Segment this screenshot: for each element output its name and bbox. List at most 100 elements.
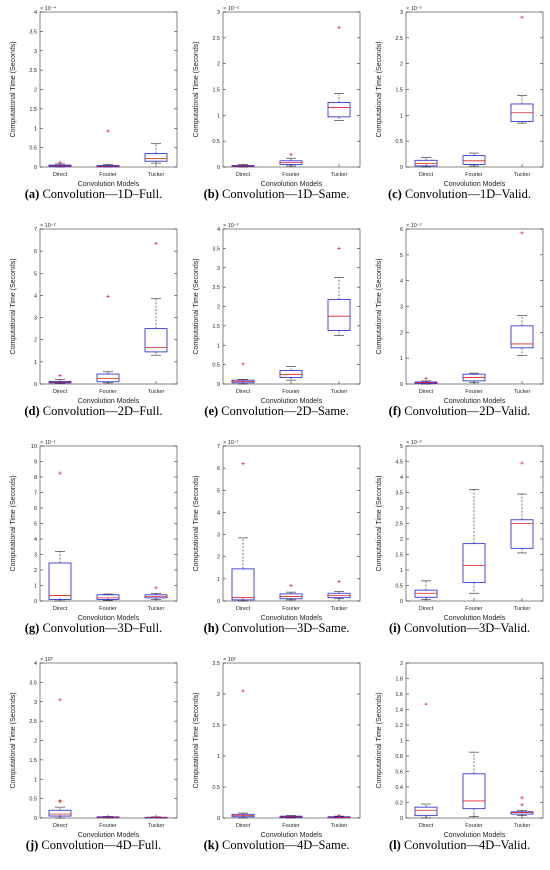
- x-axis-label: Convolution Models: [444, 832, 506, 838]
- caption-letter: (j): [25, 838, 39, 852]
- x-tick-label: Fourier: [282, 172, 300, 178]
- y-tick-label: 0.5: [212, 363, 220, 369]
- outlier-marker: [424, 702, 428, 706]
- boxplot-chart: 0 0.5 1 1.5 2 2.5 3 3.5 4× 10⁻² Computational Tim…: [193, 223, 361, 404]
- y-tick-label: 4: [34, 537, 37, 543]
- outlier-marker: [106, 294, 110, 299]
- y-tick-label: 1.8: [395, 677, 403, 683]
- y-tick-label: 2: [34, 338, 37, 344]
- y-tick-label: 3: [34, 700, 37, 706]
- box-iqr: [414, 806, 438, 817]
- subfigure-caption: (b) Convolution—1D–Same.: [185, 187, 368, 202]
- caption-text: Convolution—2D–Same.: [218, 404, 349, 418]
- plot-frame: [405, 228, 544, 385]
- boxplot-chart: 0 0.5 1 1.5 2 2.5 3 3.5 4 4.5 5× 10⁻² Computational…: [376, 440, 544, 621]
- subfigure-caption: (g) Convolution—3D–Full.: [2, 621, 185, 636]
- y-tick-label: 3: [34, 553, 37, 559]
- y-tick-label: 3: [34, 49, 37, 55]
- y-tick-label: 6: [217, 466, 220, 472]
- y-tick-label: 2: [217, 305, 220, 311]
- caption-text: Convolution—2D–Valid.: [401, 404, 531, 418]
- chart-panel: 0 1 2 3 4 5 6 7 8 9 10 × 10⁻¹ Computational Time (Se…: [2, 436, 185, 653]
- y-tick-label: 4: [34, 293, 37, 299]
- y-tick-label: 0: [217, 599, 220, 605]
- subfigure-caption: (h) Convolution—3D–Same.: [185, 621, 368, 636]
- x-tick-label: Fourier: [465, 389, 483, 395]
- caption-letter: (c): [387, 187, 402, 201]
- x-axis-label: Convolution Models: [261, 398, 323, 404]
- y-tick-label: 0.5: [395, 139, 403, 145]
- y-tick-label: 1: [400, 568, 403, 574]
- caption-text: Convolution—4D–Valid.: [400, 838, 530, 852]
- y-tick-label: 3: [400, 10, 403, 16]
- y-tick-label: 2: [400, 537, 403, 543]
- x-tick-label: Fourier: [99, 823, 117, 829]
- chart-panel: 0 1 2 3 4 5 6 7 × 10⁻² Computational Time (Second…: [2, 219, 185, 436]
- x-tick-label: Fourier: [99, 389, 117, 395]
- x-tick-label: Direct: [419, 606, 434, 612]
- outlier-marker: [241, 362, 245, 366]
- x-tick-label: Fourier: [465, 172, 483, 178]
- box-iqr: [414, 589, 438, 598]
- chart-panel: 0 0.5 1 1.5 2 2.5 × 10² Computational Time (Sec…: [185, 653, 368, 870]
- box-iqr: [462, 543, 486, 583]
- subfigure-caption: (f) Convolution—2D–Valid.: [368, 404, 550, 419]
- caption-text: Convolution—1D–Full.: [39, 187, 163, 201]
- y-axis-label: Computational Time (Seconds): [10, 41, 17, 137]
- caption-text: Convolution—4D–Full.: [38, 838, 162, 852]
- y-tick-label: 6: [34, 506, 37, 512]
- x-tick-label: Direct: [53, 606, 68, 612]
- axis-multiplier: × 10⁻²: [40, 223, 56, 229]
- x-tick-label: Tucker: [148, 823, 165, 829]
- y-tick-label: 2.5: [29, 68, 37, 74]
- x-tick-label: Fourier: [99, 606, 117, 612]
- y-tick-label: 3.5: [212, 246, 220, 252]
- y-axis-label: Computational Time (Seconds): [193, 258, 200, 354]
- y-tick-label: 1.5: [395, 553, 403, 559]
- y-tick-label: 2: [400, 62, 403, 68]
- y-tick-label: 1: [217, 577, 220, 583]
- y-tick-label: 1.5: [29, 758, 37, 764]
- outlier-marker: [520, 796, 524, 800]
- boxplot-chart: 0 0.5 1 1.5 2 2.5× 10² Computational Time (Sec…: [193, 657, 361, 838]
- y-tick-label: 2: [217, 692, 220, 698]
- y-tick-label: 1.6: [395, 692, 403, 698]
- x-axis-label: Convolution Models: [78, 832, 140, 838]
- subfigure-caption: (l) Convolution—4D–Valid.: [368, 838, 550, 853]
- outlier-marker: [520, 231, 524, 235]
- y-tick-label: 0: [217, 382, 220, 388]
- outlier-marker: [337, 579, 341, 584]
- y-tick-label: 0: [217, 816, 220, 822]
- y-tick-label: 1: [400, 113, 403, 119]
- outlier-marker: [289, 153, 293, 157]
- caption-text: Convolution—3D–Same.: [218, 621, 350, 635]
- x-tick-label: Fourier: [465, 823, 483, 829]
- y-tick-label: 3: [400, 506, 403, 512]
- y-axis-label: Computational Time (Seconds): [376, 258, 383, 354]
- boxplot-chart: 0 1 2 3 4 5 6× 10⁻² Computational Time (Seconds…: [376, 223, 544, 404]
- outlier-marker: [337, 246, 341, 250]
- y-axis-label: Computational Time (Seconds): [376, 475, 383, 571]
- caption-letter: (e): [204, 404, 219, 418]
- outlier-marker: [424, 376, 428, 380]
- y-tick-label: 2.5: [212, 661, 220, 667]
- x-tick-label: Direct: [419, 823, 434, 829]
- outlier-marker: [154, 241, 158, 245]
- x-axis-label: Convolution Models: [261, 615, 323, 621]
- y-tick-label: 4: [217, 510, 220, 516]
- y-tick-label: 6: [400, 227, 403, 233]
- y-tick-label: 8: [34, 475, 37, 481]
- caption-letter: (d): [24, 404, 40, 418]
- box-iqr: [144, 328, 168, 353]
- y-tick-label: 3.5: [29, 680, 37, 686]
- y-tick-label: 5: [400, 253, 403, 259]
- x-axis-label: Convolution Models: [78, 398, 140, 404]
- plot-frame: [405, 11, 544, 168]
- x-tick-label: Fourier: [465, 606, 483, 612]
- y-tick-label: 0.5: [29, 797, 37, 803]
- y-tick-label: 1.5: [395, 88, 403, 94]
- outlier-marker: [58, 160, 62, 164]
- x-tick-label: Direct: [236, 389, 251, 395]
- y-axis-label: Computational Time (Seconds): [10, 692, 17, 788]
